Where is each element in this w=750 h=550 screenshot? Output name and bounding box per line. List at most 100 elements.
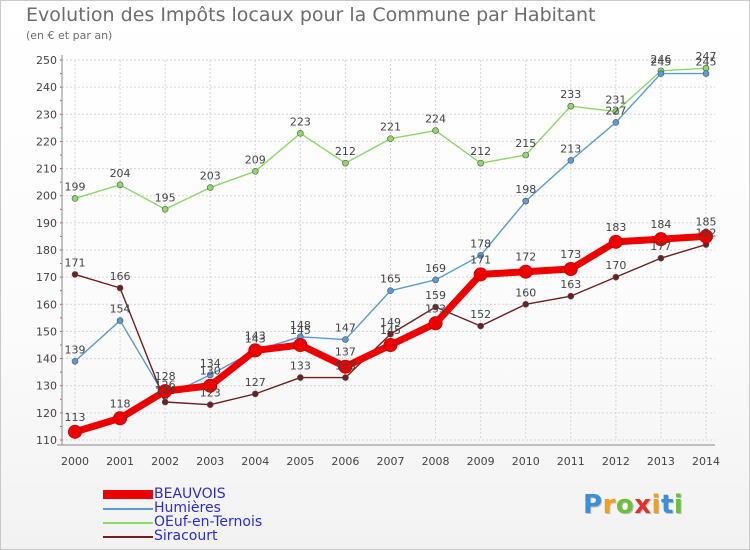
data-label-beauvois: 128 (155, 370, 176, 383)
data-point-siracourt (477, 322, 484, 330)
data-point-beauvois (68, 424, 82, 439)
y-tick-label: 120 (36, 407, 57, 420)
data-label-siracourt: 133 (335, 360, 356, 373)
data-label-siracourt: 127 (245, 376, 266, 389)
x-tick-label: 2002 (151, 455, 179, 468)
data-label-siracourt: 123 (200, 387, 221, 400)
x-tick-label: 2011 (557, 455, 585, 468)
legend-label: Siracourt (154, 528, 218, 544)
data-point-humi-res (206, 371, 214, 379)
data-point-oeuf-en-ternois (612, 108, 620, 115)
x-tick-label: 2001 (106, 455, 134, 468)
x-tick-label: 2014 (692, 455, 720, 468)
data-point-oeuf-en-ternois (387, 135, 394, 143)
data-label-oeuf-en-ternois: 246 (650, 53, 671, 66)
data-point-humi-res (432, 276, 439, 284)
data-point-humi-res (477, 252, 484, 259)
data-label-siracourt: 124 (155, 384, 176, 397)
x-tick-label: 2007 (377, 455, 405, 468)
y-tick-label: 140 (36, 353, 57, 366)
data-label-humi-res: 143 (245, 332, 266, 345)
data-point-beauvois (248, 343, 263, 358)
data-point-beauvois (428, 316, 443, 331)
data-label-humi-res: 227 (605, 104, 626, 117)
data-point-beauvois (158, 384, 173, 399)
data-label-humi-res: 139 (65, 343, 86, 356)
y-tick-label: 150 (36, 325, 57, 338)
chart-title: Evolution des Impôts locaux pour la Comm… (26, 4, 596, 26)
data-point-oeuf-en-ternois (71, 195, 79, 202)
y-tick-label: 210 (36, 163, 57, 176)
data-point-siracourt (522, 300, 530, 308)
data-label-beauvois: 113 (65, 411, 86, 424)
data-label-oeuf-en-ternois: 195 (155, 191, 176, 204)
data-point-humi-res (567, 157, 575, 164)
data-label-humi-res: 178 (470, 237, 491, 250)
data-label-oeuf-en-ternois: 209 (245, 153, 266, 166)
data-label-siracourt: 159 (425, 289, 446, 302)
data-point-siracourt (657, 254, 665, 262)
data-label-beauvois: 145 (290, 324, 311, 337)
data-point-beauvois (699, 229, 713, 244)
data-point-humi-res (522, 197, 530, 205)
legend-label: Humières (154, 500, 221, 516)
data-label-humi-res: 126 (155, 379, 176, 392)
data-label-beauvois: 171 (470, 253, 491, 266)
data-label-oeuf-en-ternois: 247 (696, 50, 717, 63)
data-label-humi-res: 148 (290, 319, 311, 332)
x-tick-label: 2010 (512, 455, 540, 468)
legend-swatch (103, 522, 153, 524)
y-tick-label: 180 (36, 244, 57, 257)
data-label-humi-res: 245 (696, 56, 717, 69)
data-label-siracourt: 163 (560, 278, 581, 291)
data-label-humi-res: 147 (335, 322, 356, 335)
data-label-oeuf-en-ternois: 221 (380, 121, 401, 134)
proxiti-logo: Proxiti (583, 490, 683, 520)
y-tick-label: 170 (36, 271, 57, 284)
data-label-oeuf-en-ternois: 212 (335, 145, 356, 158)
data-label-oeuf-en-ternois: 203 (200, 170, 221, 183)
data-point-humi-res (71, 357, 79, 365)
data-point-beauvois (473, 267, 488, 282)
legend-swatch (103, 508, 153, 510)
logo-letter: P (583, 490, 603, 520)
data-point-oeuf-en-ternois (251, 167, 259, 175)
data-point-oeuf-en-ternois (432, 127, 439, 134)
data-label-beauvois: 153 (425, 302, 446, 315)
data-point-siracourt (116, 284, 124, 292)
y-tick-label: 130 (36, 380, 57, 393)
data-point-oeuf-en-ternois (342, 159, 349, 167)
data-label-oeuf-en-ternois: 212 (470, 145, 491, 158)
x-tick-label: 2006 (331, 455, 359, 468)
data-label-beauvois: 183 (605, 221, 626, 234)
logo-letter: i (651, 490, 661, 520)
data-label-siracourt: 182 (696, 227, 717, 240)
data-point-beauvois (518, 264, 533, 279)
data-label-beauvois: 185 (696, 215, 717, 228)
y-tick-label: 230 (36, 108, 57, 121)
data-label-beauvois: 145 (380, 324, 401, 337)
data-point-humi-res (612, 119, 620, 126)
data-label-oeuf-en-ternois: 223 (290, 115, 311, 128)
data-label-humi-res: 154 (110, 303, 131, 316)
data-label-siracourt: 166 (110, 270, 131, 283)
data-label-humi-res: 165 (380, 273, 401, 286)
data-label-humi-res: 169 (425, 262, 446, 275)
data-label-siracourt: 177 (650, 240, 671, 253)
y-tick-label: 250 (36, 54, 57, 67)
data-point-beauvois (383, 338, 398, 352)
data-label-beauvois: 172 (515, 251, 536, 264)
data-label-beauvois: 143 (245, 329, 266, 342)
data-label-siracourt: 171 (65, 256, 86, 269)
data-label-beauvois: 184 (650, 218, 671, 231)
data-point-beauvois (203, 378, 218, 393)
x-tick-label: 2012 (602, 455, 630, 468)
y-tick-label: 200 (36, 190, 57, 203)
data-label-siracourt: 149 (380, 316, 401, 329)
data-label-beauvois: 173 (560, 248, 581, 261)
data-point-siracourt (251, 390, 259, 398)
logo-letter: t (660, 490, 674, 520)
data-label-siracourt: 170 (605, 259, 626, 272)
data-point-beauvois (293, 338, 308, 352)
